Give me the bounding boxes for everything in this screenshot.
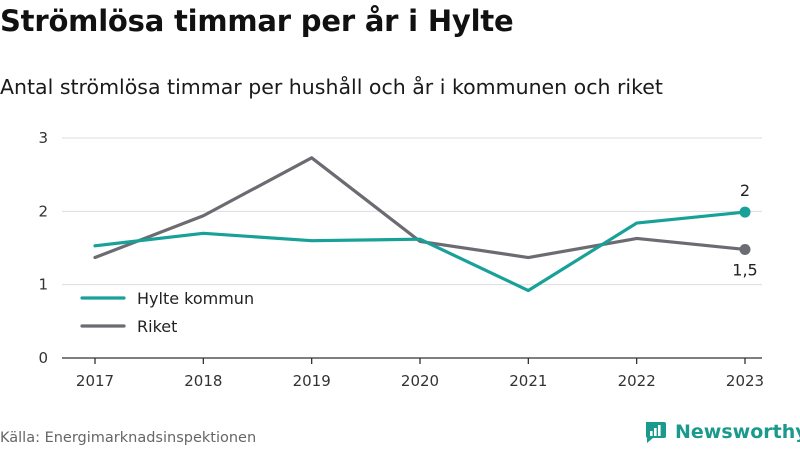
series-line-riket <box>93 156 747 260</box>
x-tick-label: 2018 <box>184 372 222 390</box>
end-value-label: 2 <box>740 181 750 200</box>
end-value-label: 1,5 <box>732 260 757 279</box>
x-tick-label: 2023 <box>726 372 764 390</box>
x-tick-label: 2017 <box>76 372 114 390</box>
chart-title: Strömlösa timmar per år i Hylte <box>0 4 514 38</box>
y-tick-label: 0 <box>38 349 48 367</box>
legend-label: Hylte kommun <box>137 289 254 308</box>
end-point-riket <box>739 243 751 255</box>
x-tick-label: 2022 <box>618 372 656 390</box>
brand-name: Newsworthy <box>675 421 800 443</box>
series-line-hylte <box>93 210 747 293</box>
end-point-hylte <box>739 206 751 218</box>
y-tick-label: 1 <box>38 276 48 294</box>
x-tick-label: 2019 <box>293 372 331 390</box>
source-note: Källa: Energimarknadsinspektionen <box>0 430 257 446</box>
x-tick-label: 2021 <box>509 372 547 390</box>
chart-subtitle: Antal strömlösa timmar per hushåll och å… <box>0 75 663 99</box>
y-tick-label: 3 <box>38 129 48 147</box>
newsworthy-logo-icon <box>646 422 666 443</box>
legend-label: Riket <box>137 317 177 336</box>
brand-logo: Newsworthy <box>643 419 800 445</box>
y-tick-label: 2 <box>38 202 48 220</box>
x-tick-label: 2020 <box>401 372 439 390</box>
